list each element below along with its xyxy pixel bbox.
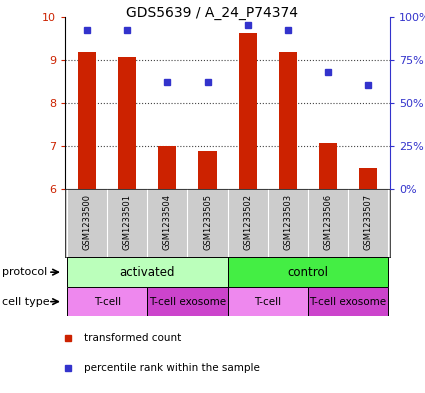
Text: protocol: protocol [2,267,47,277]
Bar [147,287,228,316]
Text: T-cell: T-cell [94,297,121,307]
Bar [359,168,377,189]
Text: GSM1233505: GSM1233505 [203,194,212,250]
Text: T-cell exosome: T-cell exosome [309,297,387,307]
Text: activated: activated [119,266,175,279]
Text: GSM1233500: GSM1233500 [82,194,92,250]
Text: GSM1233507: GSM1233507 [363,194,373,250]
Text: GSM1233506: GSM1233506 [323,194,332,250]
Text: cell type: cell type [2,297,50,307]
Bar [67,257,228,287]
Text: control: control [287,266,329,279]
Bar [78,52,96,189]
Text: T-cell: T-cell [254,297,281,307]
Bar [159,147,176,189]
Bar [319,143,337,189]
Bar [228,257,388,287]
Bar [118,57,136,189]
Bar [228,287,308,316]
Text: T-cell exosome: T-cell exosome [149,297,226,307]
Bar [279,52,297,189]
Bar [198,151,217,189]
Text: GSM1233501: GSM1233501 [123,194,132,250]
Text: GSM1233502: GSM1233502 [243,194,252,250]
Text: GSM1233503: GSM1233503 [283,194,292,250]
Bar [238,33,257,189]
Text: GDS5639 / A_24_P74374: GDS5639 / A_24_P74374 [127,6,298,20]
Text: percentile rank within the sample: percentile rank within the sample [84,363,260,373]
Text: GSM1233504: GSM1233504 [163,194,172,250]
Bar [67,287,147,316]
Text: transformed count: transformed count [84,334,181,343]
Bar [308,287,388,316]
